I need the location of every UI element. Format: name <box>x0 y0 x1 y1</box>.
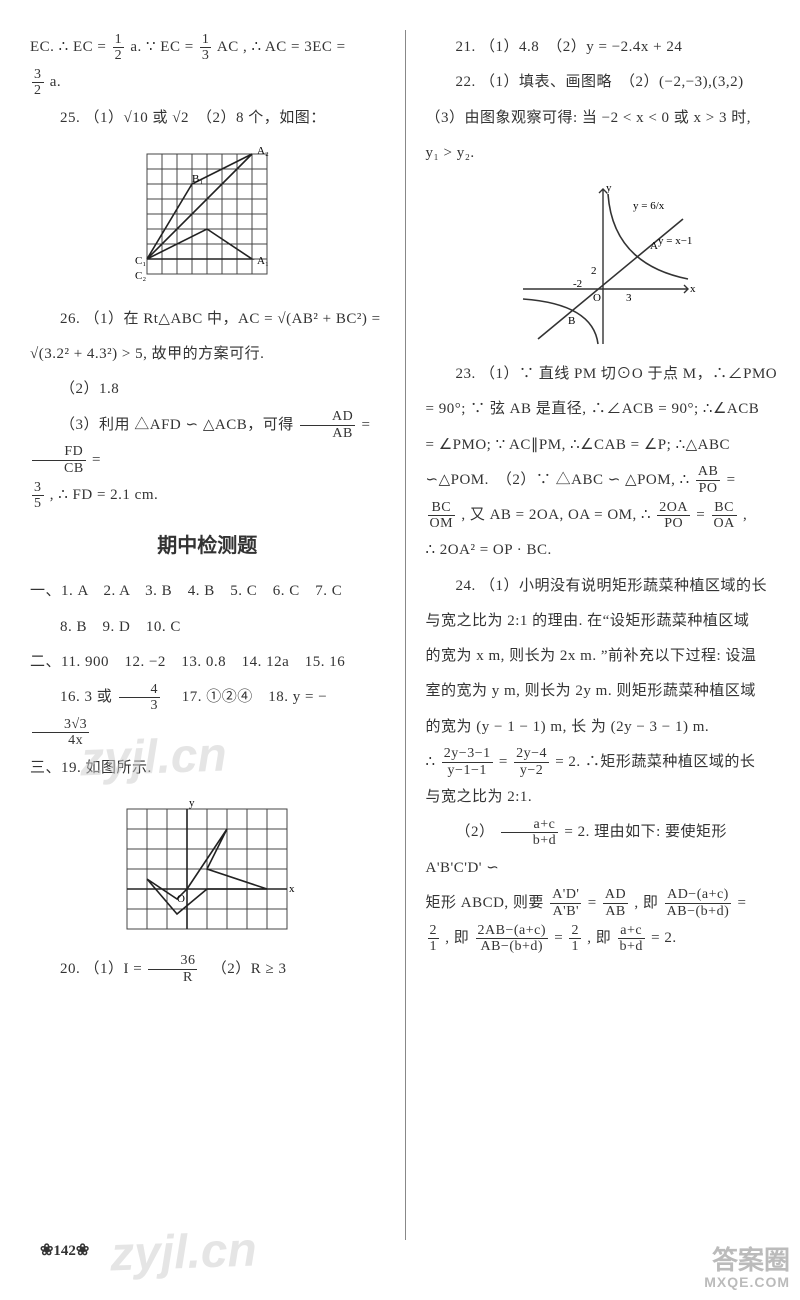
svg-text:A₂: A₂ <box>257 145 269 157</box>
q23b: = 90°; ∵ 弦 AB 是直径, ∴∠ACB = 90°; ∴∠ACB <box>426 392 781 427</box>
q24b: 与宽之比为 2:1 的理由. 在“设矩形蔬菜种植区域 <box>426 604 781 639</box>
q26-line2: √(3.2² + 4.3²) > 5, 故甲的方案可行. <box>30 337 385 372</box>
q24f: ∴ 2y−3−1y−1−1 = 2y−4y−2 = 2. ∴矩形蔬菜种植区域的长 <box>426 745 781 780</box>
svg-text:x: x <box>289 883 295 895</box>
svg-text:A: A <box>650 240 658 252</box>
q22c: y₁ > y₂. <box>426 136 781 171</box>
svg-text:y = 6/x: y = 6/x <box>633 200 665 212</box>
column-divider <box>405 30 406 1240</box>
q24j: 21 , 即 2AB−(a+c)AB−(b+d) = 21 , 即 a+cb+d… <box>426 921 781 956</box>
watermark-right: 答案圈 MXQE.COM <box>704 1246 790 1290</box>
q21: 21. （1）4.8 （2）y = −2.4x + 24 <box>426 30 781 65</box>
svg-text:2: 2 <box>591 265 597 277</box>
svg-text:C₁: C₁ <box>135 255 146 267</box>
q23e: BCOM , 又 AB = 2OA, OA = OM, ∴ 2OAPO = BC… <box>426 498 781 533</box>
q24a: 24. （1）小明没有说明矩形蔬菜种植区域的长 <box>426 569 781 604</box>
sec2: 二、11. 900 12. −2 13. 0.8 14. 12a 15. 16 <box>30 645 385 680</box>
mid-exam-title: 期中检测题 <box>30 529 385 558</box>
svg-text:O: O <box>593 292 601 304</box>
left-column: EC. ∴ EC = 12 a. ∵ EC = 13 AC , ∴ AC = 3… <box>30 30 385 1240</box>
q22b: （3）由图象观察可得: 当 −2 < x < 0 或 x > 3 时, <box>426 101 781 136</box>
q24d: 室的宽为 y m, 则长为 2y m. 则矩形蔬菜种植区域 <box>426 674 781 709</box>
q23a: 23. （1）∵ 直线 PM 切⊙O 于点 M，∴∠PMO <box>426 357 781 392</box>
q26-line5: 35 , ∴ FD = 2.1 cm. <box>30 478 385 513</box>
q23f: ∴ 2OA² = OP · BC. <box>426 533 781 568</box>
q20: 20. （1）I = 36R （2）R ≥ 3 <box>30 952 385 987</box>
q24h: （2） a+cb+d = 2. 理由如下: 要使矩形 A'B'C'D' ∽ <box>426 815 781 886</box>
q23d: ∽△POM. （2）∵ △ABC ∽ △POM, ∴ ABPO = <box>426 463 781 498</box>
q24e: 的宽为 (y − 1 − 1) m, 长 为 (2y − 3 − 1) m. <box>426 710 781 745</box>
q24g: 与宽之比为 2:1. <box>426 780 781 815</box>
svg-text:-2: -2 <box>573 278 582 290</box>
page-number: ❀142❀ <box>40 1240 89 1260</box>
right-column: 21. （1）4.8 （2）y = −2.4x + 24 22. （1）填表、画… <box>426 30 781 1240</box>
sec1b: 8. B 9. D 10. C <box>30 610 385 645</box>
svg-text:y: y <box>189 797 195 809</box>
svg-text:B: B <box>568 315 575 327</box>
svg-text:C₂: C₂ <box>135 270 146 282</box>
q24c: 的宽为 x m, 则长为 2x m. ”前补充以下过程: 设温 <box>426 639 781 674</box>
text-line: 32 a. <box>30 65 385 100</box>
q26-line1: 26. （1）在 Rt△ABC 中，AC = √(AB² + BC²) = <box>30 302 385 337</box>
sec3: 三、19. 如图所示. <box>30 751 385 786</box>
figure-19: y x O <box>30 794 385 944</box>
sec1: 一、1. A 2. A 3. B 4. B 5. C 6. C 7. C <box>30 574 385 609</box>
svg-text:3: 3 <box>626 292 632 304</box>
q25: 25. （1）√10 或 √2 （2）8 个，如图： <box>30 101 385 136</box>
svg-text:B₁: B₁ <box>192 173 203 185</box>
svg-text:y: y <box>606 182 612 194</box>
q22a: 22. （1）填表、画图略 （2）(−2,−3),(3,2) <box>426 65 781 100</box>
text-line: EC. ∴ EC = 12 a. ∵ EC = 13 AC , ∴ AC = 3… <box>30 30 385 65</box>
svg-text:A₁: A₁ <box>257 255 269 267</box>
sec2b: 16. 3 或 43 17. ①②④ 18. y = − 3√34x <box>30 680 385 751</box>
figure-25: A₂ A₁ B₁ C₁ C₂ <box>30 144 385 294</box>
q26-line4: （3）利用 △AFD ∽ △ACB，可得 ADAB = FDCB = <box>30 408 385 479</box>
svg-text:y = x−1: y = x−1 <box>658 235 692 247</box>
q26-line3: （2）1.8 <box>30 372 385 407</box>
svg-text:x: x <box>690 283 696 295</box>
q23c: = ∠PMO; ∵ AC∥PM, ∴∠CAB = ∠P; ∴△ABC <box>426 428 781 463</box>
figure-22: y x O y = 6/x y = x−1 -2 2 3 A B <box>426 179 781 349</box>
q24i: 矩形 ABCD, 则要 A'D'A'B' = ADAB , 即 AD−(a+c)… <box>426 886 781 921</box>
svg-text:O: O <box>177 893 185 905</box>
